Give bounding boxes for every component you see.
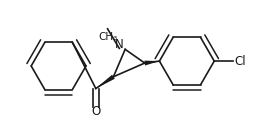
Polygon shape (144, 61, 160, 66)
Text: Cl: Cl (235, 55, 246, 68)
Text: N: N (115, 38, 124, 51)
Text: O: O (91, 105, 100, 119)
Polygon shape (96, 75, 115, 89)
Text: CH₃: CH₃ (98, 32, 117, 42)
